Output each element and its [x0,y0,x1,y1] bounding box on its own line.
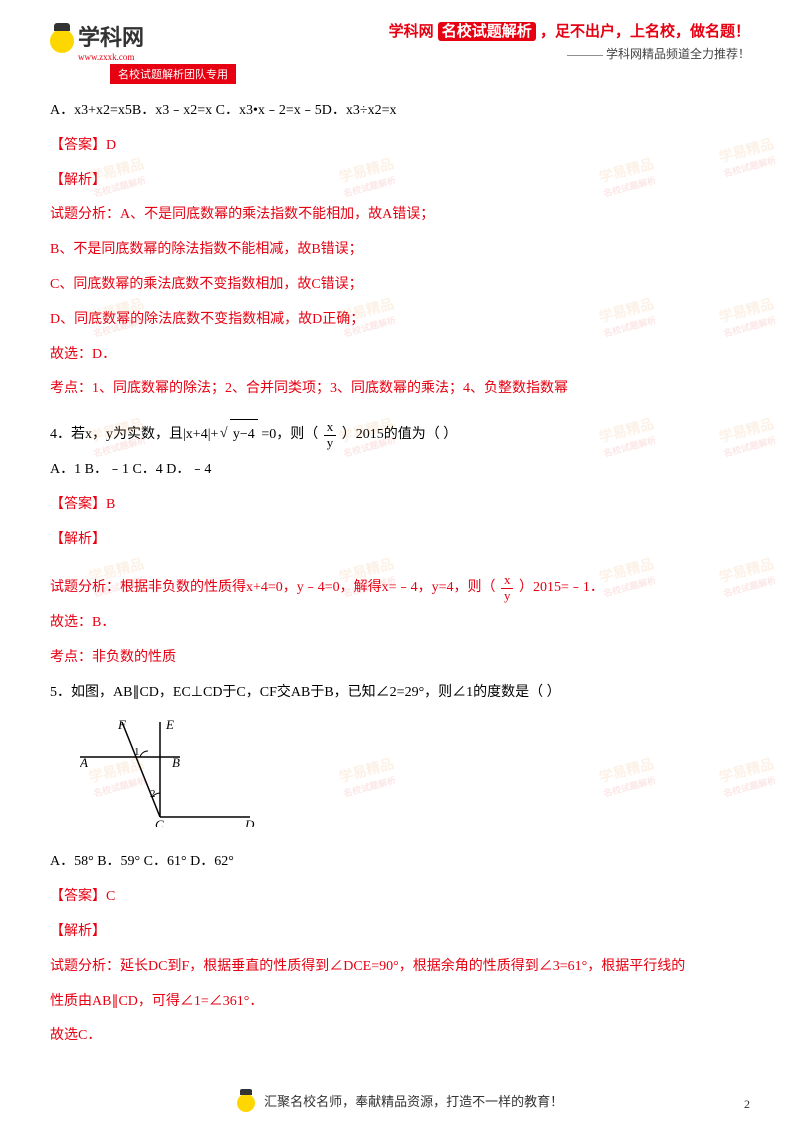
logo: 学科网 www.zxxk.com [50,20,236,62]
analysis-label: 【解析】 [50,166,750,197]
analysis-label: 【解析】 [50,917,750,948]
q4-analysis-1: 试题分析：根据非负数的性质得x+4=0，y﹣4=0，解得x=﹣4，y=4，则（ … [50,573,750,604]
label-A: A [80,755,88,770]
q4-line1-pre: 试题分析：根据非负数的性质得x+4=0，y﹣4=0，解得x=﹣4，y=4，则（ [50,581,495,596]
q4-line1-post: ）2015=﹣1． [519,581,604,596]
header-banner: 学科网 名校试题解析 ，足不出户，上名校，做名题！ 学科网精品频道全力推荐！ [389,20,750,62]
logo-icon [50,29,74,53]
analysis-label: 【解析】 [50,525,750,556]
q3-kaodian: 考点：1、同底数幂的除法；2、合并同类项；3、同底数幂的乘法；4、负整数指数幂 [50,374,750,405]
label-angle1: 1 [134,746,140,758]
logo-url: www.zxxk.com [78,52,144,62]
q5-options: A．58° B．59° C．61° D．62° [50,847,750,878]
q5-analysis-3: 故选C． [50,1021,750,1052]
content: A．x3+x2=x5B．x3﹣x2=x C．x3•x﹣2=x﹣5D．x3÷x2=… [50,96,750,1052]
q5-analysis-2: 性质由AB∥CD，可得∠1=∠361°． [50,987,750,1018]
q4-analysis-2: 故选：B． [50,608,750,639]
q3-analysis-4: D、同底数幂的除法底数不变指数相减，故D正确； [50,305,750,336]
label-B: B [172,755,180,770]
q4-stem-post: ）2015的值为（ ） [342,427,458,442]
label-C: C [155,817,164,827]
footer: 汇聚名校名师，奉献精品资源，打造不一样的教育！ [0,1091,800,1112]
answer-label: 【答案】 [50,497,106,512]
label-angle2: 2 [150,788,156,800]
banner-badge: 名校试题解析 [438,22,536,41]
logo-main-text: 学科网 [78,20,144,52]
q5-stem: 5．如图，AB∥CD，EC⊥CD于C，CF交AB于B，已知∠2=29°，则∠1的… [50,678,750,709]
banner-brand: 学科网 [389,23,434,40]
q3-analysis-2: B、不是同底数幂的除法指数不能相减，故B错误； [50,235,750,266]
q3-options: A．x3+x2=x5B．x3﹣x2=x C．x3•x﹣2=x﹣5D．x3÷x2=… [50,96,750,127]
logo-block: 学科网 www.zxxk.com 名校试题解析团队专用 [50,20,236,84]
q5-answer: C [106,889,115,904]
q4-stem: 4．若x，y为实数，且|x+4|+ y−4 =0，则（ xy ）2015的值为（… [50,419,750,451]
q4-stem-mid: =0，则（ [261,427,318,442]
q3-analysis-5: 故选：D． [50,340,750,371]
sqrt-expr: y−4 [230,419,258,451]
q5-diagram: F E A B C D 1 2 [80,717,750,840]
page-number: 2 [744,1097,750,1112]
label-D: D [244,817,255,827]
answer-label: 【答案】 [50,138,106,153]
q3-analysis-1: 试题分析：A、不是同底数幂的乘法指数不能相加，故A错误； [50,200,750,231]
label-F: F [117,717,127,732]
q3-analysis-3: C、同底数幂的乘法底数不变指数相加，故C错误； [50,270,750,301]
banner-sub: 学科网精品频道全力推荐！ [389,45,750,62]
q4-answer: B [106,497,115,512]
footer-text: 汇聚名校名师，奉献精品资源，打造不一样的教育！ [264,1094,563,1109]
banner-rest: ，足不出户，上名校，做名题！ [540,23,750,40]
label-E: E [165,717,174,732]
q5-analysis-1: 试题分析：延长DC到F，根据垂直的性质得到∠DCE=90°，根据余角的性质得到∠… [50,952,750,983]
fraction: xy [324,420,337,450]
footer-icon [237,1094,255,1112]
team-badge: 名校试题解析团队专用 [110,64,236,84]
answer-label: 【答案】 [50,889,106,904]
q4-stem-pre: 4．若x，y为实数，且|x+4|+ [50,427,218,442]
q4-kaodian: 考点：非负数的性质 [50,643,750,674]
q3-answer: D [106,138,116,153]
page-header: 学科网 www.zxxk.com 名校试题解析团队专用 学科网 名校试题解析 ，… [50,20,750,84]
q4-options: A．1 B．﹣1 C．4 D．﹣4 [50,455,750,486]
fraction: xy [501,573,514,603]
